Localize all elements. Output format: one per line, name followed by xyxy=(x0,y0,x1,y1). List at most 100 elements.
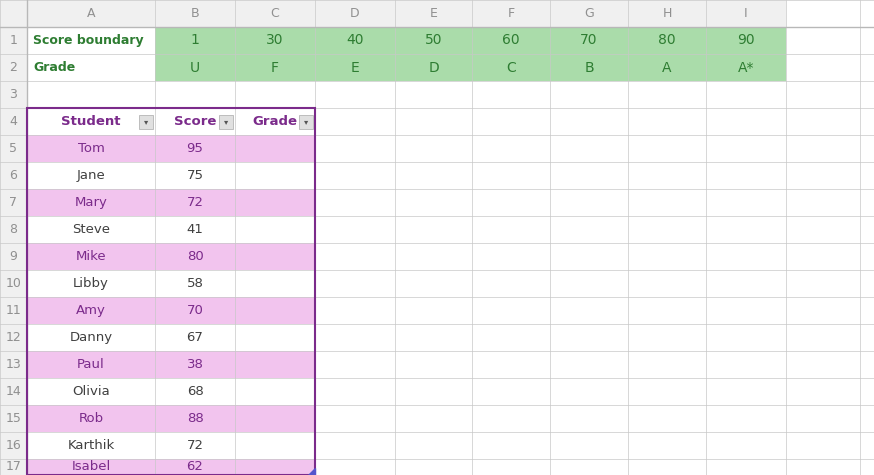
Text: Rob: Rob xyxy=(79,412,103,425)
Bar xyxy=(155,108,235,135)
Bar xyxy=(155,270,235,297)
Text: ▾: ▾ xyxy=(144,117,148,126)
Text: D: D xyxy=(428,60,439,75)
Text: 70: 70 xyxy=(580,34,598,48)
Text: Libby: Libby xyxy=(73,277,109,290)
Bar xyxy=(0,216,27,243)
Text: Grade: Grade xyxy=(33,61,75,74)
Bar xyxy=(155,243,235,270)
Bar xyxy=(235,0,315,27)
Bar xyxy=(0,0,27,27)
Text: ▾: ▾ xyxy=(224,117,228,126)
Bar xyxy=(235,297,315,324)
Text: 72: 72 xyxy=(186,439,204,452)
Text: Jane: Jane xyxy=(77,169,106,182)
Text: F: F xyxy=(271,60,279,75)
Bar xyxy=(706,0,786,27)
Text: ▾: ▾ xyxy=(304,117,309,126)
Text: 2: 2 xyxy=(10,61,17,74)
Text: C: C xyxy=(271,7,280,20)
Text: Paul: Paul xyxy=(77,358,105,371)
Bar xyxy=(0,459,27,475)
Bar xyxy=(155,297,235,324)
Bar xyxy=(395,27,472,54)
Text: 58: 58 xyxy=(186,277,204,290)
Bar xyxy=(155,378,235,405)
Bar xyxy=(27,297,155,324)
Text: 67: 67 xyxy=(186,331,204,344)
Bar xyxy=(550,0,628,27)
Text: C: C xyxy=(506,60,516,75)
Bar xyxy=(235,405,315,432)
Bar xyxy=(0,135,27,162)
Bar xyxy=(219,114,233,129)
Text: 8: 8 xyxy=(10,223,17,236)
Bar xyxy=(235,54,315,81)
Text: 15: 15 xyxy=(5,412,22,425)
Bar xyxy=(628,27,706,54)
Text: 14: 14 xyxy=(5,385,21,398)
Bar xyxy=(155,54,235,81)
Text: 12: 12 xyxy=(5,331,21,344)
Bar xyxy=(235,324,315,351)
Bar xyxy=(0,189,27,216)
Bar xyxy=(27,351,155,378)
Bar xyxy=(315,54,395,81)
Bar xyxy=(155,324,235,351)
Text: Mary: Mary xyxy=(74,196,108,209)
Text: A*: A* xyxy=(738,60,754,75)
Text: 88: 88 xyxy=(187,412,204,425)
Bar xyxy=(155,459,235,475)
Bar xyxy=(27,459,155,475)
Polygon shape xyxy=(308,468,315,475)
Text: 80: 80 xyxy=(187,250,204,263)
Text: 50: 50 xyxy=(425,34,442,48)
Bar xyxy=(27,162,155,189)
Text: Karthik: Karthik xyxy=(67,439,114,452)
Bar xyxy=(139,114,153,129)
Bar xyxy=(235,432,315,459)
Bar xyxy=(27,243,155,270)
Text: Danny: Danny xyxy=(69,331,113,344)
Text: A: A xyxy=(87,7,95,20)
Text: 62: 62 xyxy=(186,460,204,474)
Text: 13: 13 xyxy=(5,358,21,371)
Text: 17: 17 xyxy=(5,460,22,474)
Bar xyxy=(0,432,27,459)
Bar xyxy=(235,351,315,378)
Bar xyxy=(155,405,235,432)
Bar xyxy=(0,162,27,189)
Text: E: E xyxy=(350,60,359,75)
Bar xyxy=(155,135,235,162)
Bar xyxy=(155,27,235,54)
Bar xyxy=(27,378,155,405)
Text: Score boundary: Score boundary xyxy=(33,34,143,47)
Bar xyxy=(0,243,27,270)
Bar xyxy=(315,27,395,54)
Text: 4: 4 xyxy=(10,115,17,128)
Bar xyxy=(235,378,315,405)
Text: 1: 1 xyxy=(191,34,199,48)
Bar xyxy=(472,27,550,54)
Bar xyxy=(0,108,27,135)
Text: 11: 11 xyxy=(5,304,21,317)
Text: 16: 16 xyxy=(5,439,21,452)
Text: B: B xyxy=(584,60,593,75)
Bar xyxy=(0,81,27,108)
Bar xyxy=(235,27,315,54)
Bar xyxy=(472,54,550,81)
Text: Olivia: Olivia xyxy=(73,385,110,398)
Bar xyxy=(706,54,786,81)
Text: 38: 38 xyxy=(186,358,204,371)
Text: Student: Student xyxy=(61,115,121,128)
Bar xyxy=(235,459,315,475)
Text: 95: 95 xyxy=(186,142,204,155)
Bar xyxy=(0,324,27,351)
Text: F: F xyxy=(508,7,515,20)
Bar xyxy=(0,297,27,324)
Text: 41: 41 xyxy=(186,223,204,236)
Bar xyxy=(395,0,472,27)
Bar xyxy=(27,405,155,432)
Bar xyxy=(550,54,628,81)
Text: 3: 3 xyxy=(10,88,17,101)
